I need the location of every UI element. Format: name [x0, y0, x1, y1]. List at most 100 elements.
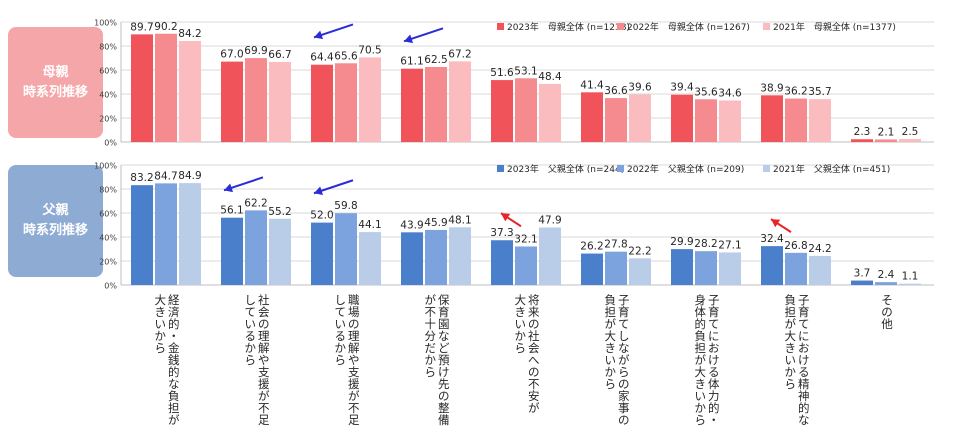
category-label: 精 [798, 377, 810, 391]
father-value-label: 32.1 [514, 233, 537, 245]
category-label: が [785, 317, 797, 331]
mother-bar [539, 83, 561, 142]
category-label: が [618, 353, 630, 367]
trend-arrow-head [404, 34, 414, 44]
category-label: て [798, 317, 810, 331]
category-label: 安 [528, 389, 540, 403]
father-bar [245, 210, 267, 285]
mother-value-label: 53.1 [514, 65, 537, 77]
category-label: て [708, 317, 720, 331]
mother-value-label: 38.9 [760, 82, 783, 94]
category-label: お [708, 341, 720, 355]
category-label: い [785, 353, 797, 367]
father-bar [335, 213, 357, 285]
father-bar [359, 232, 381, 285]
category-label: き [785, 341, 797, 355]
father-legend-swatch [497, 165, 504, 172]
category-label: の [881, 305, 893, 319]
mother-bar [851, 139, 873, 142]
father-bar [875, 282, 897, 285]
mother-panel-label: 母親 時系列推移 [8, 27, 103, 138]
category-label: 将 [528, 293, 540, 307]
category-label: る [708, 365, 720, 379]
category-label: か [155, 329, 167, 343]
category-label: 不 [348, 401, 360, 415]
category-label: 子 [618, 293, 630, 307]
category-label: 大 [785, 329, 797, 343]
mother-bar [131, 34, 153, 142]
father-bar [221, 217, 243, 285]
father-bar [695, 251, 717, 285]
category-label: か [695, 401, 707, 415]
mother-value-label: 61.1 [400, 56, 423, 68]
category-label: が [528, 401, 540, 415]
category-label: な [168, 377, 180, 391]
mother-bar [629, 94, 651, 142]
father-bar [671, 249, 693, 285]
category-label: 大 [155, 293, 167, 307]
trend-arrow-head [314, 186, 324, 195]
father-label-line2: 時系列推移 [22, 223, 88, 238]
mother-legend-swatch [497, 23, 504, 30]
category-label: 的 [695, 317, 707, 331]
mother-y-tick-label: 0% [104, 139, 117, 148]
mother-bar [875, 139, 897, 142]
father-y-tick-label: 40% [99, 234, 117, 243]
mother-bar [335, 63, 357, 142]
category-label: や [258, 353, 270, 367]
category-label: 保 [438, 293, 450, 307]
mother-label-line1: 母親 [42, 64, 69, 80]
category-label: 育 [618, 305, 630, 319]
category-label: 援 [258, 377, 270, 391]
mother-bar [761, 95, 783, 142]
category-label: の [258, 317, 270, 331]
category-label: 担 [785, 305, 797, 319]
category-label: 社 [528, 329, 540, 343]
father-value-label: 83.2 [130, 172, 153, 184]
category-label: の [348, 317, 360, 331]
mother-value-label: 35.7 [808, 86, 831, 98]
father-value-label: 62.2 [244, 197, 267, 209]
category-label: ら [155, 341, 167, 355]
father-value-label: 44.1 [358, 219, 381, 231]
father-value-label: 84.9 [178, 170, 201, 182]
category-label: 支 [258, 365, 270, 379]
trend-arrow-head [771, 219, 781, 228]
category-label: 的 [168, 365, 180, 379]
category-label: 経 [168, 293, 180, 307]
category-label: 不 [258, 401, 270, 415]
category-label: が [605, 317, 617, 331]
category-label: 負 [695, 329, 707, 343]
father-value-label: 59.8 [334, 200, 357, 212]
category-label: か [605, 365, 617, 379]
category-label: ら [695, 413, 707, 426]
father-bar [515, 246, 537, 285]
category-label: ら [515, 341, 527, 355]
category-label: の [528, 317, 540, 331]
category-label: 力 [708, 389, 720, 403]
mother-value-label: 48.4 [538, 71, 562, 83]
category-label: 負 [785, 293, 797, 307]
category-label: 育 [798, 305, 810, 319]
category-label: 整 [438, 401, 450, 415]
category-label: ら [605, 377, 617, 391]
mother-value-label: 36.2 [784, 86, 807, 98]
category-label: が [348, 389, 360, 403]
mother-bar [449, 61, 471, 142]
category-label: 担 [695, 341, 707, 355]
category-label: 他 [881, 317, 893, 331]
mother-legend-swatch [763, 23, 770, 30]
category-label: 子 [798, 293, 810, 307]
category-label: へ [528, 353, 540, 367]
mother-y-tick-label: 100% [94, 19, 117, 28]
category-label: に [708, 329, 720, 343]
mother-bar [269, 61, 291, 142]
father-value-label: 26.2 [580, 241, 603, 253]
father-value-label: 55.2 [268, 206, 291, 218]
mother-bar [581, 92, 603, 142]
mother-value-label: 65.6 [334, 50, 358, 62]
category-label: な [618, 341, 630, 355]
mother-value-label: 35.6 [694, 86, 718, 98]
mother-y-tick-label: 80% [99, 43, 117, 52]
